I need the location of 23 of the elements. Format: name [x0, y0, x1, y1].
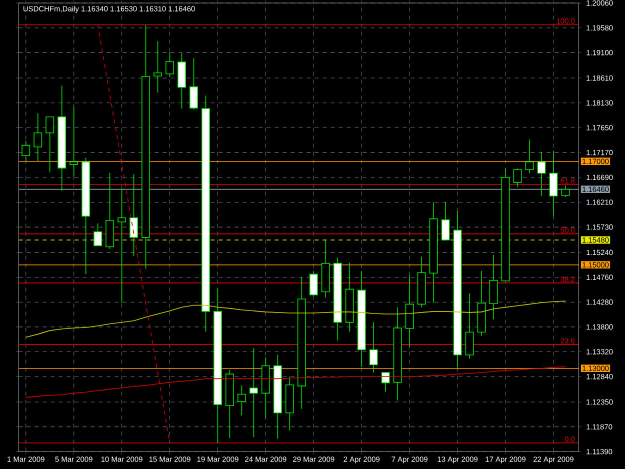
- candlestick: [190, 58, 198, 110]
- candlestick: [465, 292, 474, 359]
- candlestick: [441, 202, 450, 240]
- candlestick: [46, 116, 54, 173]
- candlestick: [309, 270, 318, 296]
- candlestick: [537, 152, 546, 196]
- candlestick: [154, 40, 162, 93]
- candlestick: [381, 372, 390, 392]
- candlestick: [22, 140, 30, 162]
- candlestick: [94, 223, 102, 246]
- candlestick: [34, 112, 42, 162]
- candlestick: [237, 385, 246, 416]
- candlestick: [70, 106, 78, 177]
- candlestick: [118, 188, 126, 304]
- candlestick: [513, 168, 522, 188]
- candlestick: [249, 348, 258, 438]
- candlestick: [130, 174, 138, 256]
- candlestick: [525, 139, 534, 174]
- candlestick: [489, 254, 498, 320]
- candlestick: [561, 185, 570, 198]
- candlestick: [166, 52, 174, 78]
- candlestick: [369, 322, 378, 373]
- candlestick: [549, 150, 558, 217]
